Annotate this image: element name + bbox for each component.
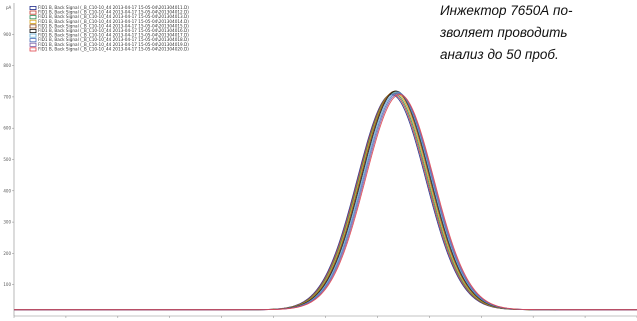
legend-swatch bbox=[29, 47, 37, 52]
legend-swatch bbox=[29, 24, 37, 29]
legend-swatch bbox=[29, 28, 37, 33]
legend-entry-label: FID1 B, Back Signal (_B_C10-10_44 2013-0… bbox=[38, 28, 189, 33]
chart-legend: FID1 B, Back Signal (_B_C10-10_44 2013-0… bbox=[29, 5, 189, 52]
series-line bbox=[14, 93, 637, 311]
legend-entry-label: FID1 B, Back Signal (_B_C10-10_44 2013-0… bbox=[38, 46, 189, 51]
caption-text: Инжектор 7650А по- зволяет проводить ана… bbox=[440, 0, 637, 66]
legend-swatch bbox=[29, 19, 37, 24]
y-tick-label: 500 bbox=[3, 157, 11, 162]
legend-swatch bbox=[29, 38, 37, 43]
legend-swatch bbox=[29, 6, 37, 11]
legend-entry-label: FID1 B, Back Signal (_B_C10-10_44 2013-0… bbox=[38, 37, 189, 42]
caption-line-3: анализ до 50 проб. bbox=[440, 47, 559, 62]
legend-swatch bbox=[29, 33, 37, 38]
y-tick-label: 700 bbox=[3, 94, 11, 99]
y-tick-label: 200 bbox=[3, 251, 11, 256]
chart-axes: 100 200 300 400 500 600 700 800 900 pA bbox=[3, 3, 637, 318]
legend-entry-label: FID1 B, Back Signal (_B_C10-10_44 2013-0… bbox=[38, 10, 189, 15]
y-axis-unit-label: pA bbox=[6, 5, 12, 10]
y-tick-label: 800 bbox=[3, 63, 11, 68]
y-tick-label: 600 bbox=[3, 126, 11, 131]
legend-swatch bbox=[29, 42, 37, 47]
y-tick-label: 100 bbox=[3, 282, 11, 287]
legend-entry-label: FID1 B, Back Signal (_B_C10-10_44 2013-0… bbox=[38, 19, 189, 24]
chart-series-layer bbox=[14, 90, 637, 311]
caption-line-1: Инжектор 7650А по- bbox=[440, 3, 573, 18]
y-tick-label: 300 bbox=[3, 220, 11, 225]
legend-entry-label: FID1 B, Back Signal (_B_C10-10_44 2013-0… bbox=[38, 5, 189, 10]
legend-swatch bbox=[29, 15, 37, 20]
legend-entry-label: FID1 B, Back Signal (_B_C10-10_44 2013-0… bbox=[38, 14, 189, 19]
y-tick-label: 400 bbox=[3, 188, 11, 193]
legend-swatch bbox=[29, 10, 37, 15]
caption-line-2: зволяет проводить bbox=[440, 25, 568, 40]
legend-entry-label: FID1 B, Back Signal (_B_C10-10_44 2013-0… bbox=[38, 33, 189, 38]
series-line bbox=[14, 94, 637, 311]
y-tick-label: 900 bbox=[3, 32, 11, 37]
legend-entry-label: FID1 B, Back Signal (_B_C10-10_44 2013-0… bbox=[38, 42, 189, 47]
legend-entry-label: FID1 B, Back Signal (_B_C10-10_44 2013-0… bbox=[38, 23, 189, 28]
